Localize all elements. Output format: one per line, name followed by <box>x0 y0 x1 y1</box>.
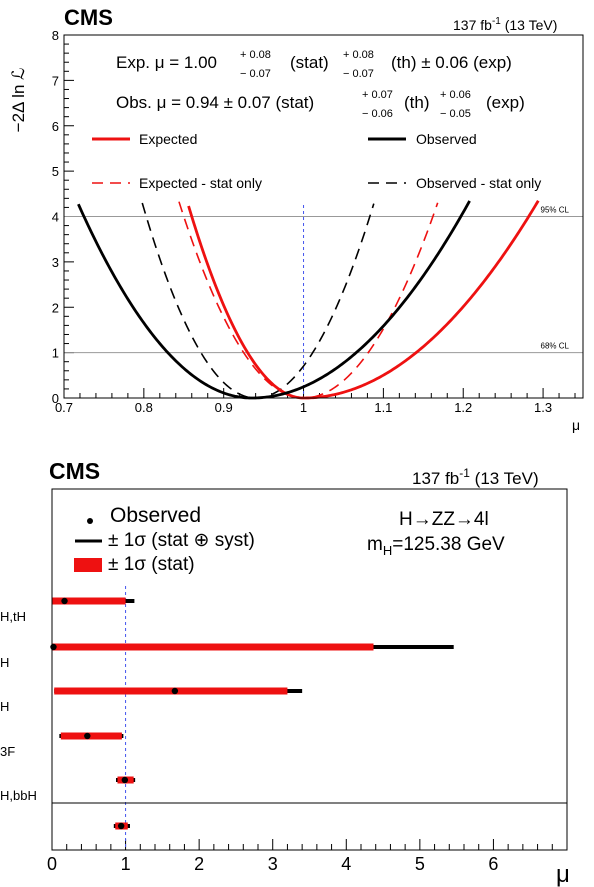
top-x-tick-label: 0.7 <box>55 400 73 415</box>
measurement-row <box>113 822 130 830</box>
top-y-tick-label: 2 <box>52 300 59 315</box>
observed-point <box>121 776 129 784</box>
svg-text:+ 0.08: + 0.08 <box>240 49 271 61</box>
top-plot-frame <box>63 34 584 399</box>
svg-text:− 0.05: − 0.05 <box>440 108 471 120</box>
top-y-tick-label: 8 <box>52 28 59 43</box>
top-axis-ticks: 0.7 0.8 0.9 1 1.1 1.2 1.3 0 1 2 3 4 5 6 7 8 <box>52 28 576 415</box>
top-y-axis-title: −2Δ ln ℒ <box>9 68 28 133</box>
svg-text:(stat): (stat) <box>290 53 329 72</box>
legend-expected-stat-label: Expected - stat only <box>139 175 262 191</box>
stat-uncertainty-bar <box>54 687 288 695</box>
svg-text:Obs. μ = 0.94 ± 0.07 (stat): Obs. μ = 0.94 ± 0.07 (stat) <box>116 93 314 112</box>
legend-observed-stat-label: Observed - stat only <box>416 175 541 191</box>
bottom-x-tick-label: 6 <box>488 854 498 874</box>
top-y-tick-label: 6 <box>52 119 59 134</box>
expected-result-text: Exp. μ = 1.00 + 0.08 − 0.07 (stat) + 0.0… <box>116 49 512 80</box>
observed-point <box>117 822 125 830</box>
likelihood-scan-panel: CMS 137 fb-1 (13 TeV) −2Δ ln ℒ μ 0.7 0.8 0… <box>9 5 584 433</box>
measurement-row: H <box>0 643 454 670</box>
bottom-x-axis-title: μ <box>556 861 570 887</box>
top-y-tick-label: 1 <box>52 346 59 361</box>
svg-text:(exp): (exp) <box>486 93 525 112</box>
top-cms-label: CMS <box>64 5 113 30</box>
row-label: H,tH <box>0 609 26 624</box>
svg-text:137 fb-1 (13 TeV): 137 fb-1 (13 TeV) <box>453 16 557 33</box>
measurement-row: H,bbH <box>0 776 136 803</box>
bottom-cms-label: CMS <box>49 458 100 484</box>
svg-text:− 0.06: − 0.06 <box>362 108 393 120</box>
legend-stat-text: ± 1σ (stat) <box>108 554 195 575</box>
stat-uncertainty-bar <box>52 597 126 605</box>
stat-uncertainty-bar <box>60 732 122 740</box>
svg-text:(th): (th) <box>404 93 430 112</box>
bottom-x-tick-label: 3 <box>268 854 278 874</box>
top-y-tick-label: 5 <box>52 164 59 179</box>
likelihood-curve-expected <box>187 200 540 400</box>
svg-text:137 fb-1 (13 TeV): 137 fb-1 (13 TeV) <box>412 466 539 488</box>
legend-stat-swatch <box>74 558 102 572</box>
cl-reference-label: 68% CL <box>541 342 570 351</box>
svg-text:− 0.07: − 0.07 <box>343 68 374 80</box>
likelihood-curve-expected-stat-only <box>178 201 439 399</box>
legend-observed-text: Observed <box>110 504 201 527</box>
measurement-row: 3F <box>0 732 124 759</box>
top-x-tick-label: 1 <box>300 400 307 415</box>
top-reference-lines: 95% CL 68% CL <box>64 205 583 398</box>
svg-text:(th) ± 0.06 (exp): (th) ± 0.06 (exp) <box>391 53 512 72</box>
bottom-x-tick-label: 0 <box>47 854 57 874</box>
stat-uncertainty-bar <box>52 643 374 651</box>
row-label: H <box>0 655 9 670</box>
row-label: H <box>0 699 9 714</box>
legend-expected-label: Expected <box>139 131 197 147</box>
bottom-lumi-label: 137 fb-1 (13 TeV) <box>412 466 539 488</box>
top-x-axis-title: μ <box>572 417 580 433</box>
svg-text:Exp. μ = 1.00: Exp. μ = 1.00 <box>116 53 217 72</box>
observed-point <box>50 643 57 651</box>
top-x-tick-label: 1.1 <box>374 400 392 415</box>
top-y-tick-label: 0 <box>52 391 59 406</box>
legend-total-text: ± 1σ (stat ⊕ syst) <box>108 530 255 551</box>
bottom-plot-frame <box>51 488 568 851</box>
bottom-x-tick-label: 1 <box>121 854 131 874</box>
legend-observed-label: Observed <box>416 131 477 147</box>
process-label: H→ZZ→4l <box>399 509 489 530</box>
measurement-row: H <box>0 687 303 714</box>
bottom-measurements: H,tH H H 3F H,bbH <box>0 597 454 830</box>
observed-point <box>171 687 179 695</box>
signal-strength-panel: CMS 137 fb-1 (13 TeV) μ 0 1 2 3 4 5 6 H,tH H H 3F… <box>0 458 570 887</box>
svg-text:mH=125.38 GeV: mH=125.38 GeV <box>367 534 505 558</box>
top-lumi-label: 137 fb-1 (13 TeV) <box>453 16 557 33</box>
legend-observed-marker <box>87 518 93 524</box>
top-y-tick-label: 4 <box>52 210 59 225</box>
svg-text:+ 0.06: + 0.06 <box>440 89 471 101</box>
row-label: H,bbH <box>0 788 37 803</box>
observed-point <box>84 732 91 740</box>
bottom-axis-ticks: 0 1 2 3 4 5 6 <box>47 586 568 874</box>
observed-point <box>61 597 68 605</box>
bottom-x-tick-label: 4 <box>341 854 351 874</box>
bottom-x-tick-label: 5 <box>415 854 425 874</box>
top-y-tick-label: 7 <box>52 73 59 88</box>
cl-reference-label: 95% CL <box>541 206 570 215</box>
bottom-x-tick-label: 2 <box>194 854 204 874</box>
mass-label: mH=125.38 GeV <box>367 534 505 558</box>
bottom-legend: Observed ± 1σ (stat ⊕ syst) ± 1σ (stat) <box>74 504 255 575</box>
top-x-tick-label: 1.2 <box>454 400 472 415</box>
top-legend: Expected Observed Expected - stat only O… <box>92 131 541 191</box>
top-likelihood-curves <box>77 200 540 400</box>
top-x-tick-label: 0.9 <box>215 400 233 415</box>
observed-result-text: Obs. μ = 0.94 ± 0.07 (stat) + 0.07 − 0.0… <box>116 89 525 120</box>
top-y-tick-label: 3 <box>52 255 59 270</box>
svg-text:+ 0.07: + 0.07 <box>362 89 393 101</box>
svg-text:+ 0.08: + 0.08 <box>343 49 374 61</box>
top-x-tick-label: 0.8 <box>135 400 153 415</box>
row-label: 3F <box>0 744 15 759</box>
likelihood-curve-observed <box>77 200 471 400</box>
top-x-tick-label: 1.3 <box>534 400 552 415</box>
svg-text:− 0.07: − 0.07 <box>240 68 271 80</box>
measurement-row: H,tH <box>0 597 135 624</box>
